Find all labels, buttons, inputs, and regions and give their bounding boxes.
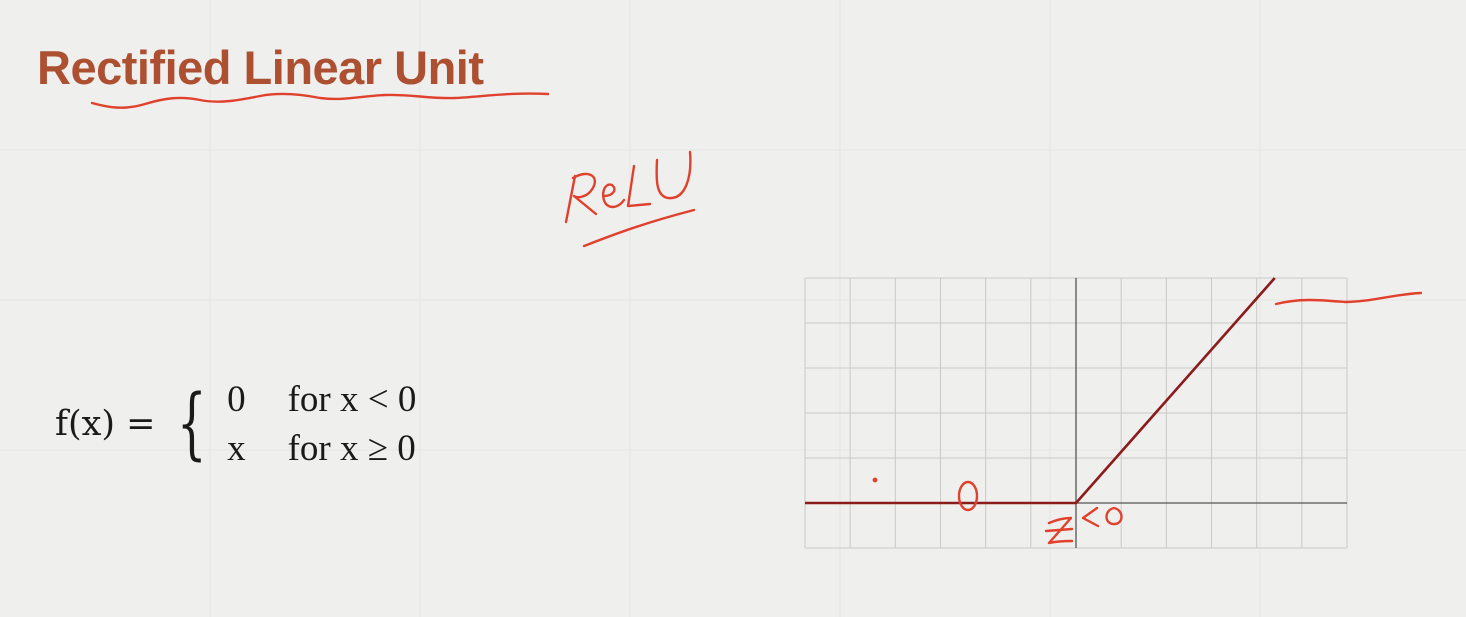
line-extension-mark (1274, 291, 1423, 306)
relu-annotation-glyphs (564, 150, 692, 224)
relu-formula: f(x) = { 0 for x < 0 x for x ≥ 0 (55, 378, 416, 470)
case-condition: for x < 0 (287, 379, 417, 420)
formula-brace: { (177, 379, 208, 469)
stray-dot (872, 477, 878, 483)
case-condition: for x ≥ 0 (287, 428, 416, 469)
case-value: x (227, 428, 246, 469)
formula-cases: 0 for x < 0 x for x ≥ 0 (227, 378, 416, 470)
relu-series-line (805, 277, 1276, 505)
slide-title: Rectified Linear Unit (37, 41, 484, 94)
z-less-than-zero-mark (1044, 506, 1123, 545)
relu-annotation-underline (582, 208, 696, 248)
formula-lhs: f(x) = (55, 404, 156, 444)
title-underline (90, 92, 550, 109)
zero-mark (957, 480, 979, 512)
case-value: 0 (227, 379, 246, 420)
